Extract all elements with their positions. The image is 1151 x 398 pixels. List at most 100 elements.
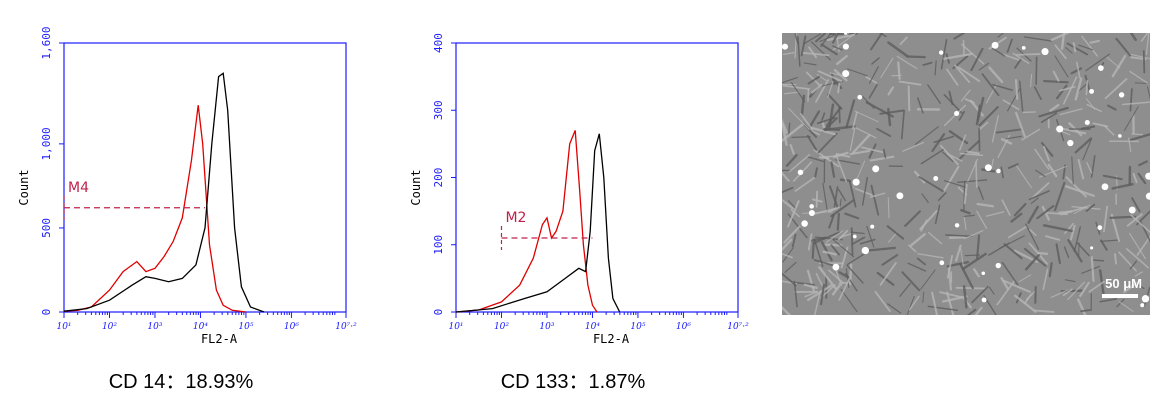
cell-shape xyxy=(838,106,841,124)
cell-shape xyxy=(859,238,876,245)
cell-shape xyxy=(1062,76,1078,105)
cell-shape xyxy=(1103,124,1115,136)
cell-shape xyxy=(832,239,855,258)
cell-shape xyxy=(1034,169,1046,178)
cell-shape xyxy=(1032,309,1055,313)
cell-shape xyxy=(1066,42,1089,56)
cell-shape xyxy=(1014,57,1023,69)
x-tick-label: 10⁵ xyxy=(238,322,253,332)
cell-shape xyxy=(1045,235,1061,241)
cell-shape xyxy=(799,113,814,131)
cell-shape xyxy=(1090,155,1096,178)
bright-cell xyxy=(1067,139,1074,147)
cell-shape xyxy=(830,199,855,218)
cell-shape xyxy=(962,285,968,309)
bright-cell xyxy=(1128,206,1136,214)
cell-shape xyxy=(1060,205,1088,216)
chart-caption: CD 14：18.93% xyxy=(109,371,254,393)
cell-shape xyxy=(998,235,1025,249)
cell-shape xyxy=(835,54,848,66)
cell-shape xyxy=(797,36,801,67)
cell-shape xyxy=(1056,84,1068,100)
cell-shape xyxy=(788,122,791,136)
x-tick-label: 10⁶ xyxy=(284,322,299,332)
cell-shape xyxy=(888,232,898,243)
cell-shape xyxy=(811,198,823,203)
cell-shape xyxy=(1049,103,1060,112)
x-tick-label: 10² xyxy=(494,322,509,332)
cell-shape xyxy=(910,232,926,247)
cell-shape xyxy=(854,110,879,123)
cell-shape xyxy=(782,272,797,287)
bright-cell xyxy=(1145,192,1150,200)
cell-shape xyxy=(1064,222,1074,234)
cell-shape xyxy=(1070,67,1083,75)
cell-shape xyxy=(1029,228,1037,237)
cell-shape xyxy=(791,233,797,248)
cell-shape xyxy=(1074,77,1083,101)
cell-shape xyxy=(838,276,851,301)
cell-micrograph: 50 μM xyxy=(782,33,1150,315)
cell-shape xyxy=(840,288,858,313)
cell-shape xyxy=(822,250,838,256)
cell-shape xyxy=(1073,226,1082,253)
cell-shape xyxy=(957,66,981,83)
cell-shape xyxy=(1126,53,1150,60)
cell-shape xyxy=(1025,223,1040,250)
cell-shape xyxy=(807,156,825,163)
cell-shape xyxy=(824,243,843,247)
bright-cell xyxy=(981,297,987,303)
cell-shape xyxy=(1128,137,1132,152)
gate-label: M4 xyxy=(68,180,89,196)
cell-shape xyxy=(782,123,804,143)
cell-shape xyxy=(1030,182,1050,200)
cell-shape xyxy=(830,72,836,86)
cell-shape xyxy=(945,234,973,238)
cell-shape xyxy=(963,214,976,218)
cell-shape xyxy=(948,130,969,145)
cell-shape xyxy=(907,85,911,112)
cell-shape xyxy=(1062,288,1073,297)
cell-shape xyxy=(782,52,795,56)
cell-shape xyxy=(954,64,971,84)
cell-shape xyxy=(1034,148,1050,170)
cell-shape xyxy=(1002,279,1031,293)
cell-shape xyxy=(1130,214,1150,233)
cell-shape xyxy=(834,268,843,286)
cell-shape xyxy=(975,160,978,188)
cell-shape xyxy=(1121,101,1150,106)
bright-cell xyxy=(809,204,814,209)
cell-shape xyxy=(1050,33,1070,42)
cell-shape xyxy=(820,33,833,47)
cell-shape xyxy=(1089,39,1100,44)
cell-shape xyxy=(1000,138,1013,145)
cell-shape xyxy=(782,84,811,90)
cell-shape xyxy=(960,209,971,215)
cell-shape xyxy=(816,74,827,82)
cell-shape xyxy=(899,36,908,46)
cell-shape xyxy=(784,261,797,273)
cell-shape xyxy=(931,291,939,315)
cell-shape xyxy=(882,148,887,159)
cell-shape xyxy=(1040,141,1054,157)
cell-shape xyxy=(964,98,975,104)
cell-shape xyxy=(992,47,1006,57)
cell-shape xyxy=(846,252,866,266)
micrograph-texture xyxy=(782,33,1150,315)
cell-shape xyxy=(991,115,999,143)
cell-shape xyxy=(819,283,826,306)
cell-shape xyxy=(828,103,835,130)
cell-shape xyxy=(794,33,799,45)
cell-shape xyxy=(1028,190,1050,201)
bright-cell xyxy=(1097,65,1104,71)
cell-shape xyxy=(1036,204,1055,220)
cell-shape xyxy=(914,126,939,145)
bright-cell xyxy=(996,168,1001,174)
cell-shape xyxy=(810,41,831,61)
cell-shape xyxy=(820,112,826,123)
cell-shape xyxy=(830,161,836,178)
cell-shape xyxy=(1063,246,1070,259)
cell-shape xyxy=(866,246,897,252)
cell-shape xyxy=(959,134,967,151)
cell-shape xyxy=(946,291,955,315)
